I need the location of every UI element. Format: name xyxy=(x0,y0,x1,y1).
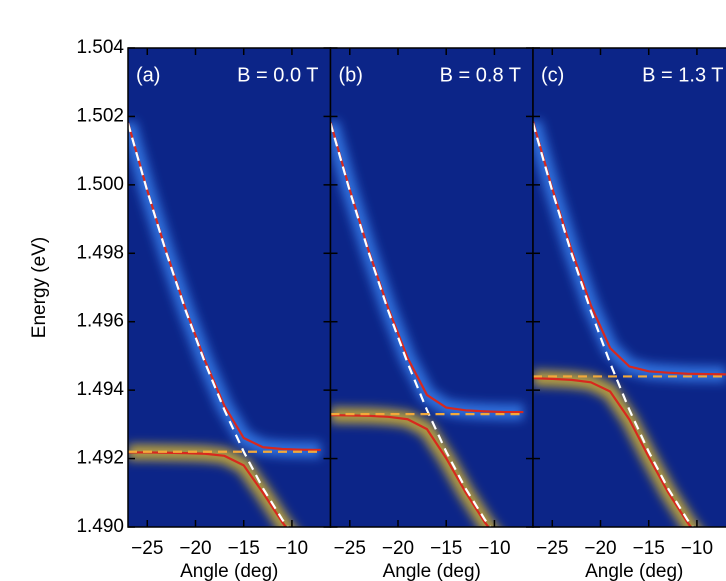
x-tick-label: −20 xyxy=(179,538,211,559)
panel-label: (a) xyxy=(136,64,160,86)
x-axis-label: Angle (deg) xyxy=(180,561,278,581)
x-tick-label: −15 xyxy=(430,538,462,559)
x-axis-label: Angle (deg) xyxy=(585,561,683,581)
dashed-line xyxy=(533,122,695,527)
x-tick-label: −10 xyxy=(478,538,510,559)
plot-background xyxy=(330,48,533,527)
dashed-line xyxy=(128,122,290,527)
x-tick-label: −20 xyxy=(382,538,414,559)
field-label: B = 0.0 T xyxy=(237,64,318,86)
x-tick-label: −10 xyxy=(276,538,308,559)
plot-background xyxy=(533,48,726,527)
x-tick-label: −25 xyxy=(131,538,163,559)
field-label: B = 0.8 T xyxy=(440,64,521,86)
y-tick-label: 1.498 xyxy=(76,242,124,263)
x-tick-label: −25 xyxy=(334,538,366,559)
y-tick-label: 1.490 xyxy=(76,516,124,537)
y-tick-label: 1.500 xyxy=(76,174,124,195)
fit-line xyxy=(330,414,490,527)
plot-area xyxy=(128,120,321,527)
y-tick-label: 1.502 xyxy=(76,105,124,126)
x-axis-label: Angle (deg) xyxy=(383,561,481,581)
x-tick-label: −15 xyxy=(228,538,260,559)
y-tick-label: 1.496 xyxy=(76,311,124,332)
y-axis-label: Energy (eV) xyxy=(29,237,50,338)
plot-frame xyxy=(532,47,726,528)
plot-area xyxy=(533,119,726,527)
plot-area xyxy=(330,120,524,527)
y-tick-label: 1.492 xyxy=(76,448,124,469)
y-tick-label: 1.504 xyxy=(76,37,124,58)
panel: −25 −20 −15 −10 (b) B = 0.8 T Angle (deg) xyxy=(329,47,534,581)
dashed-line xyxy=(330,122,492,527)
panel-label: (c) xyxy=(541,64,564,86)
panel: −25 −20 −15 −10 (c) B = 1.3 T Angle (deg) xyxy=(532,47,726,581)
field-label: B = 1.3 T xyxy=(642,64,723,86)
panel-label: (b) xyxy=(339,64,363,86)
x-tick-label: −10 xyxy=(681,538,713,559)
x-tick-label: −25 xyxy=(536,538,568,559)
x-tick-label: −20 xyxy=(584,538,616,559)
y-tick-label: 1.494 xyxy=(76,379,124,400)
fit-line xyxy=(533,377,693,527)
panel: 1.490 1.492 1.494 1.496 1.498 1.500 1.502 1.504… xyxy=(29,37,332,581)
x-tick-label: −15 xyxy=(633,538,665,559)
